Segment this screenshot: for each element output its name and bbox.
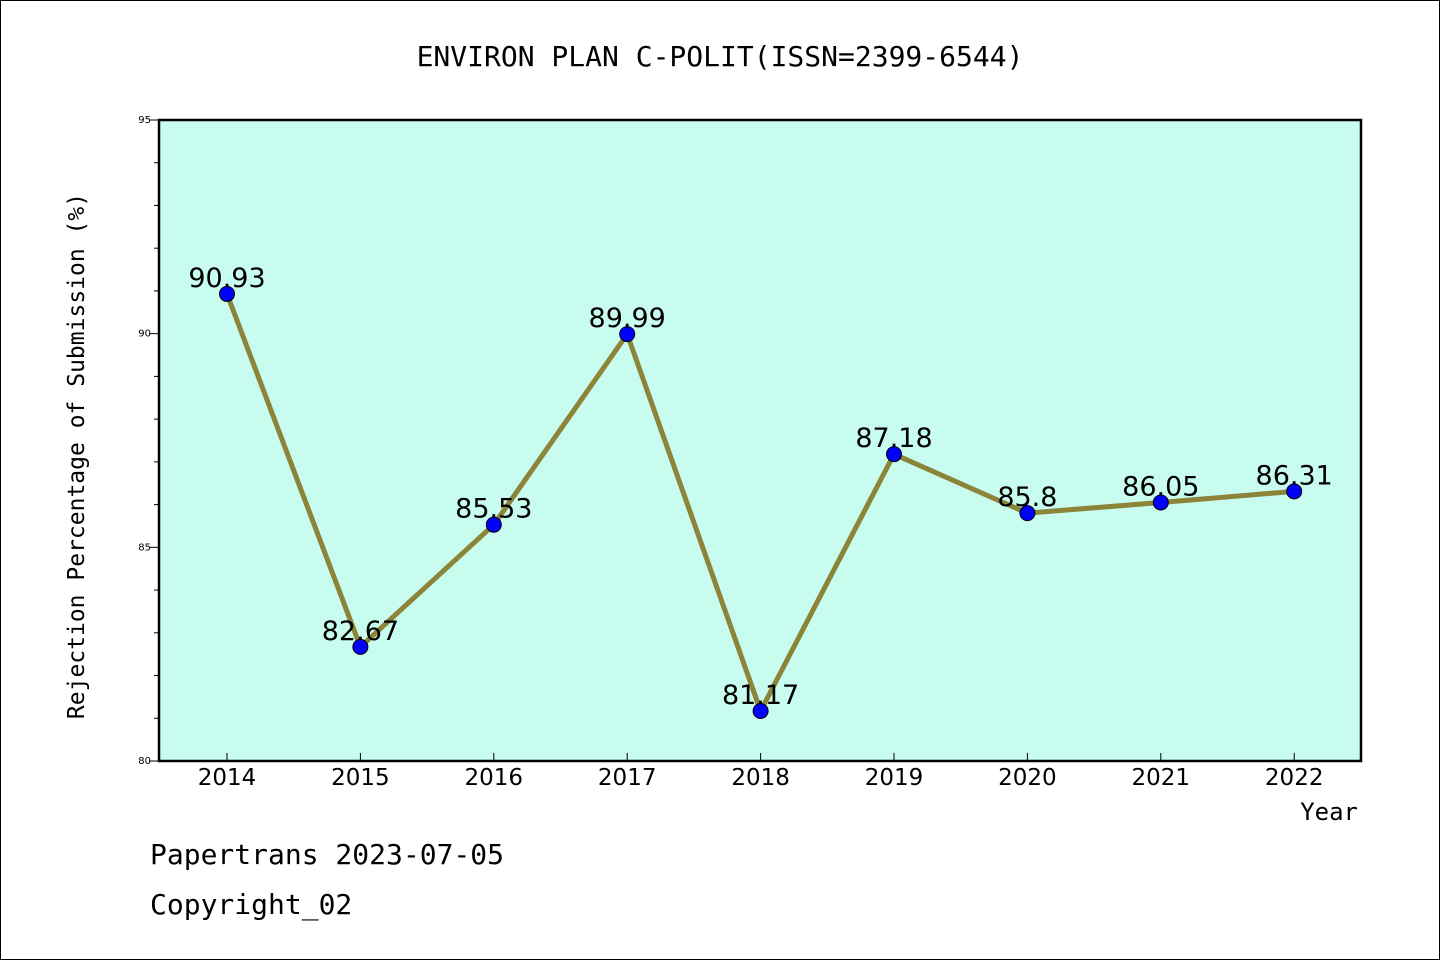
y-tick-label: 90 [138,329,151,340]
x-tick-label: 2014 [198,765,257,791]
x-tick-label: 2022 [1265,765,1324,791]
x-tick-label: 2018 [731,765,790,791]
data-label: 86.31 [1256,460,1333,491]
data-point-marker [1286,483,1303,500]
data-point-marker [1152,494,1169,511]
plot-area [157,118,1363,763]
data-point-marker [886,446,902,463]
x-tick-label: 2021 [1132,765,1191,791]
data-point-marker [485,516,502,533]
data-point-marker [352,638,369,655]
footer-copyright-text: Copyright_02 [150,888,352,922]
x-tick-label: 2020 [998,765,1057,791]
y-tick-label: 80 [138,756,151,767]
x-axis-label: Year [1300,798,1358,826]
data-point-marker [219,285,235,302]
data-point-marker [752,703,769,720]
chart-title: ENVIRON PLAN C-POLIT(ISSN=2399-6544) [417,40,1024,73]
x-tick-label: 2019 [865,765,924,791]
data-label: 81.17 [722,680,799,711]
x-axis: 2014 2015 2016 2017 2018 2019 2020 2021 2022 [198,753,1324,791]
data-label: 90.93 [188,263,265,294]
data-label: 87.18 [855,423,932,454]
data-point-marker [619,326,636,343]
y-axis-label: Rejection Percentage of Submission (%) [64,193,90,719]
x-tick-label: 2015 [331,765,390,791]
x-tick-label: 2017 [598,765,657,791]
data-labels-group: 90.93 82.67 85.53 89.99 81.17 87.18 85.8 86.05 8… [188,263,1332,711]
x-tick-label: 2016 [465,765,524,791]
y-axis: 80 85 90 95 [138,115,159,767]
y-tick-label: 85 [138,542,151,553]
footer-date-text: Papertrans 2023-07-05 [150,838,504,871]
data-label: 89.99 [589,303,666,334]
y-tick-label: 95 [138,115,151,126]
data-label: 82.67 [322,616,399,647]
data-label: 85.8 [997,482,1057,513]
data-label: 85.53 [455,494,532,525]
data-label: 86.05 [1122,471,1199,502]
markers-group [219,285,1303,720]
data-point-marker [1019,505,1036,522]
